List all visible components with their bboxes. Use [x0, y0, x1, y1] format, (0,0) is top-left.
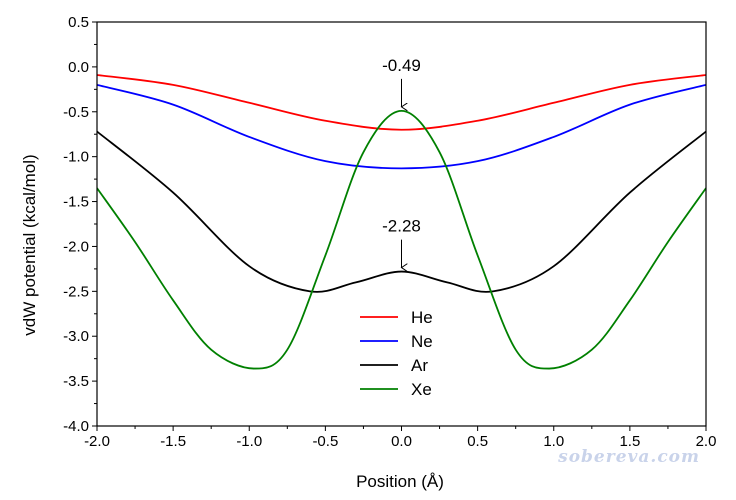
annotation-label: -0.49	[382, 56, 421, 75]
x-tick-label: 1.5	[619, 433, 640, 450]
watermark-text: sobereva.com	[557, 447, 700, 467]
y-axis-title: vdW potential (kcal/mol)	[20, 154, 39, 335]
y-tick-label: -2.5	[63, 283, 89, 300]
series-line-ne	[97, 83, 706, 170]
legend-label-ar: Ar	[411, 356, 428, 375]
y-tick-label: -4.0	[63, 418, 89, 435]
y-tick-label: -2.0	[63, 238, 89, 255]
legend: He Ne Ar Xe	[360, 308, 433, 399]
annotation-label: -2.28	[382, 217, 421, 236]
axes: -2.0 -1.5 -1.0 -0.5 0.0 0.5 1.0 1.5 2.0 0.5 0.0 -0.…	[63, 14, 716, 450]
y-tick-label: -3.0	[63, 328, 89, 345]
legend-label-he: He	[411, 308, 433, 327]
x-tick-label: -1.5	[160, 433, 186, 450]
legend-label-ne: Ne	[411, 332, 433, 351]
y-tick-label: 0.5	[68, 14, 89, 31]
series-line-he	[97, 74, 706, 131]
x-tick-label: -0.5	[312, 433, 338, 450]
x-tick-label: 0.0	[391, 433, 412, 450]
y-tick-label: -1.5	[63, 194, 89, 211]
y-tick-label: -0.5	[63, 104, 89, 121]
y-tick-label: 0.0	[68, 59, 89, 76]
y-tick-label: -3.5	[63, 373, 89, 390]
x-tick-label: 2.0	[696, 433, 717, 450]
annotations: -0.49 -2.28	[382, 56, 421, 268]
legend-label-xe: Xe	[411, 380, 432, 399]
x-tick-label: 0.5	[467, 433, 488, 450]
series-line-xe	[97, 109, 706, 370]
x-tick-label: 1.0	[543, 433, 564, 450]
x-tick-label: -2.0	[84, 433, 110, 450]
series-line-ar	[97, 130, 706, 293]
x-axis-title: Position (Å)	[356, 472, 444, 491]
x-tick-label: -1.0	[236, 433, 262, 450]
y-tick-label: -1.0	[63, 149, 89, 166]
